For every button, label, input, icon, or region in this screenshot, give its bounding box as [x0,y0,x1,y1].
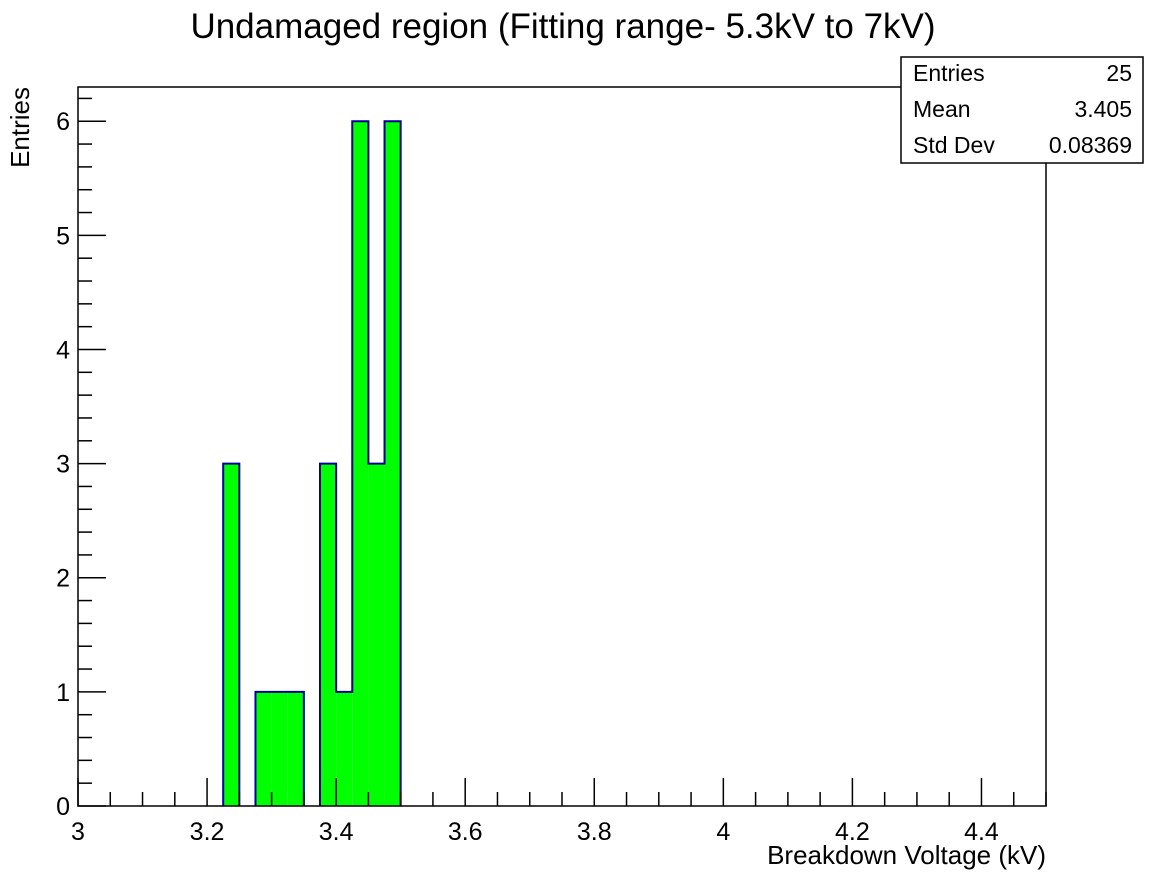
stats-entries-value: 25 [1106,60,1132,86]
x-tick-label: 3.8 [577,818,612,846]
histogram-bar [352,121,369,806]
stats-box: Entries 25 Mean 3.405 Std Dev 0.08369 [900,56,1144,164]
histogram-bar [255,691,272,806]
chart-title: Undamaged region (Fitting range- 5.3kV t… [190,7,935,46]
stats-stddev-label: Std Dev [913,132,995,158]
x-tick-label: 3.4 [319,818,354,846]
histogram-bar [320,463,337,806]
y-tick-label: 3 [56,451,70,479]
plot-frame [77,86,1047,807]
histogram-bar [384,121,401,806]
stats-mean-value: 3.405 [1074,96,1132,122]
x-axis-label: Breakdown Voltage (kV) [767,840,1046,870]
histogram-bar [368,463,385,806]
y-tick-label: 5 [56,222,70,250]
histogram-bar [336,691,353,806]
histogram-bar [223,463,240,806]
stats-stddev-value: 0.08369 [1049,132,1132,158]
histogram-outline [222,120,402,806]
x-tick-label: 3 [71,818,85,846]
y-tick-label: 2 [56,565,70,593]
x-tick-label: 4 [716,818,730,846]
histogram-bars [222,120,402,806]
stats-box-frame [900,56,1144,164]
axis-ticks: 3 3.2 3.4 3.6 3.8 4 4.2 4.4 0 1 2 3 4 5 6 [56,97,1047,846]
stats-entries-label: Entries [913,60,985,86]
x-tick-label: 3.2 [190,818,225,846]
y-tick-label: 1 [56,679,70,707]
y-tick-label: 4 [56,336,70,364]
x-tick-label: 4.2 [835,818,870,846]
histogram-bar [271,691,288,806]
y-tick-label: 0 [56,793,70,821]
stats-mean-label: Mean [913,96,971,122]
y-tick-label: 6 [56,108,70,136]
histogram-bar [287,691,304,806]
x-tick-label: 3.6 [448,818,483,846]
y-axis-label: Entries [5,87,35,168]
x-tick-label: 4.4 [964,818,999,846]
